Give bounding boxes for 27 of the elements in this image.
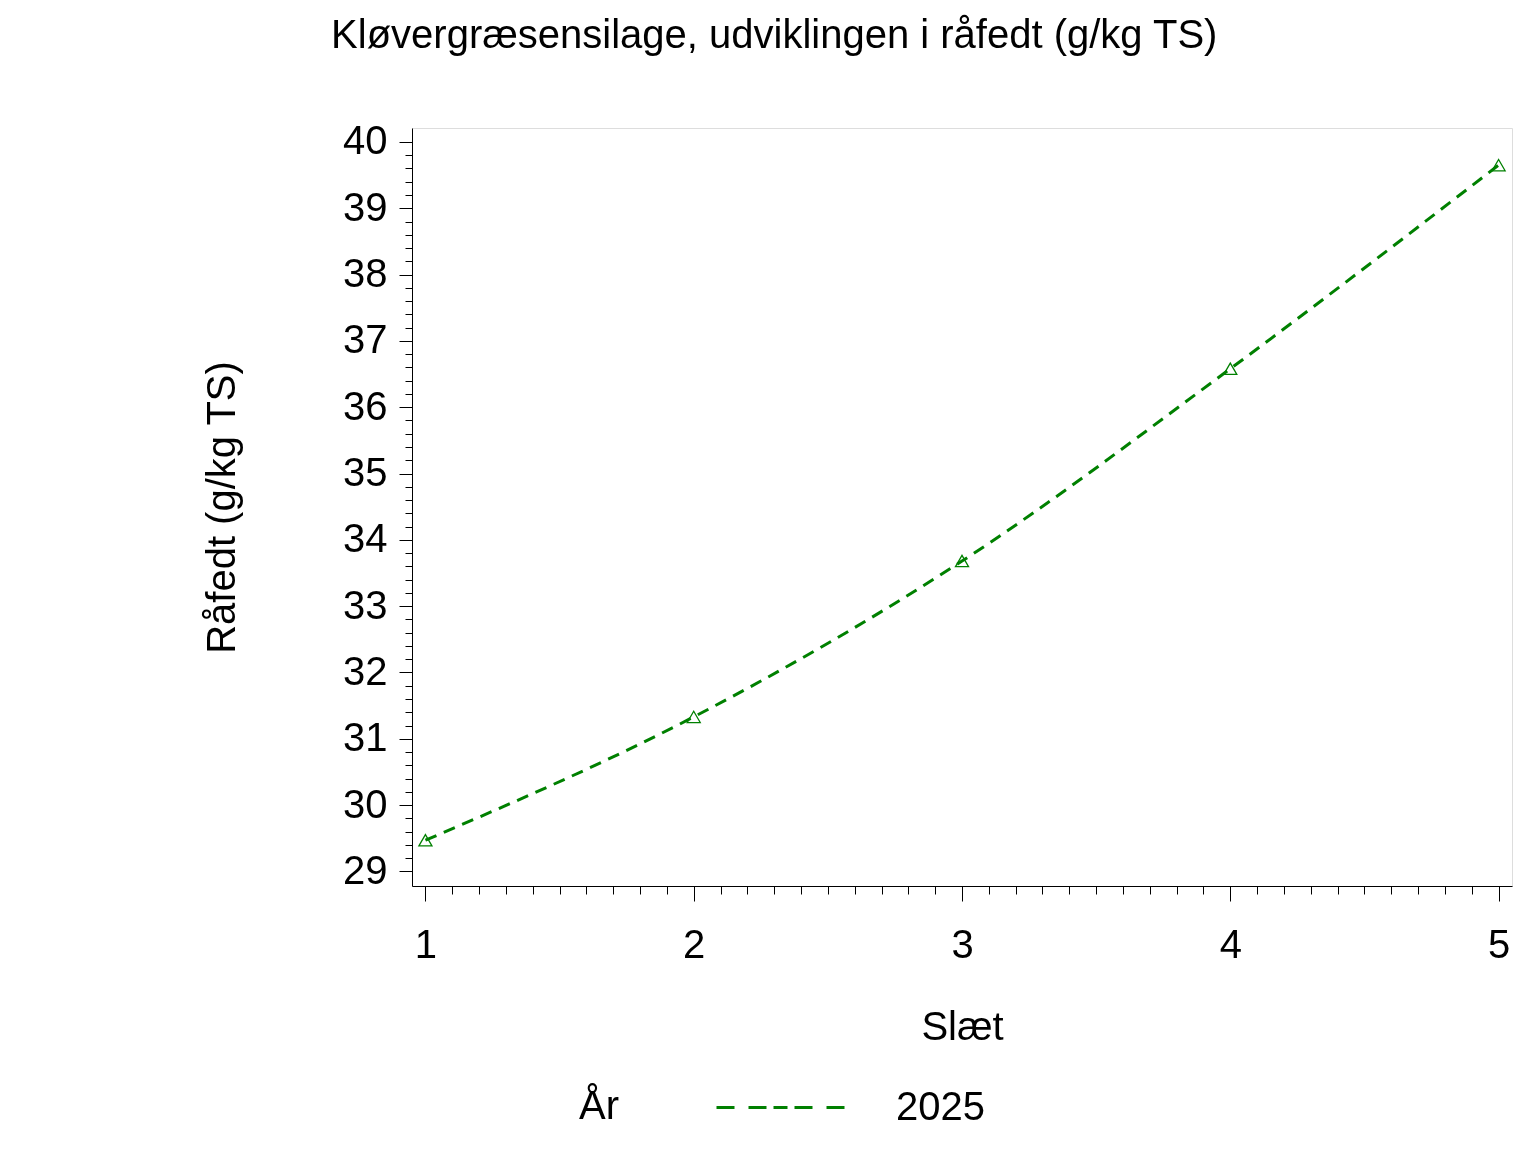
legend-label: 2025	[896, 1083, 985, 1128]
point	[686, 710, 701, 724]
y-tick-label: 30	[343, 781, 388, 826]
x-tick-label: 1	[414, 921, 438, 966]
y-tick-label: 32	[343, 648, 388, 693]
legend-title: År	[579, 1083, 619, 1127]
x-tick-label: 5	[1487, 921, 1511, 966]
y-tick-label: 31	[343, 715, 388, 760]
x-axis-title: Slæt	[921, 1003, 1004, 1048]
y-tick-label: 34	[343, 516, 388, 561]
y-tick-label: 33	[343, 582, 388, 627]
y-tick-label: 40	[343, 118, 388, 163]
y-tick-label: 36	[343, 383, 388, 428]
point	[1491, 158, 1506, 172]
x-tick-label: 4	[1219, 921, 1242, 966]
y-tick-label: 37	[343, 317, 388, 362]
y-tick-label: 39	[343, 184, 388, 229]
point	[1223, 362, 1238, 376]
y-tick-label: 38	[343, 251, 388, 296]
chart-title: Kløvergræsensilage, udviklingen i råfedt (g/kg TS)	[331, 11, 1218, 56]
x-tick-label: 3	[951, 921, 974, 966]
point	[954, 554, 970, 568]
point	[418, 833, 433, 847]
y-tick-label: 29	[343, 847, 388, 892]
x-tick-label: 2	[683, 921, 706, 966]
y-axis-title: Råfedt (g/kg TS)	[199, 361, 244, 654]
y-tick-label: 35	[343, 450, 388, 495]
